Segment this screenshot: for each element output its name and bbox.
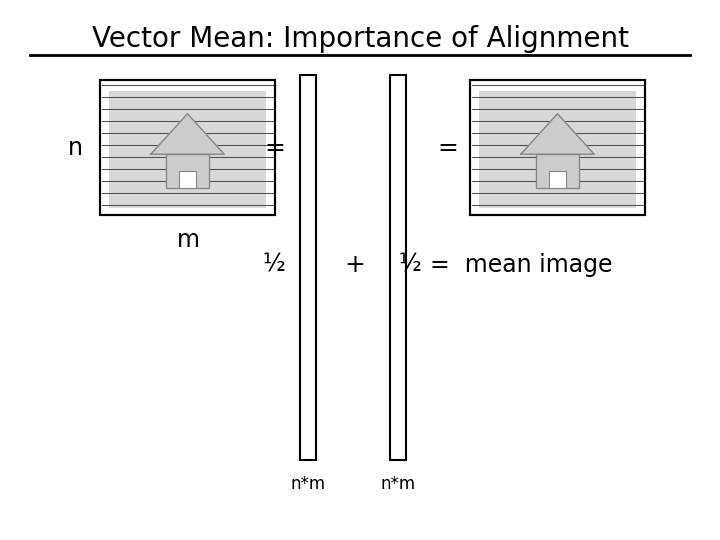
Bar bbox=[479, 91, 636, 208]
Bar bbox=[536, 154, 580, 188]
Text: =: = bbox=[264, 136, 285, 160]
Bar bbox=[100, 80, 275, 215]
Bar bbox=[109, 91, 266, 208]
Bar bbox=[179, 171, 197, 188]
Text: ½: ½ bbox=[262, 253, 285, 277]
Text: n*m: n*m bbox=[380, 475, 415, 493]
Polygon shape bbox=[521, 114, 594, 154]
Text: Vector Mean: Importance of Alignment: Vector Mean: Importance of Alignment bbox=[91, 25, 629, 53]
Bar bbox=[549, 171, 566, 188]
Text: =  mean image: = mean image bbox=[430, 253, 613, 277]
Text: ½: ½ bbox=[398, 253, 421, 277]
Text: n: n bbox=[68, 136, 83, 160]
Text: m: m bbox=[176, 228, 199, 252]
Bar bbox=[470, 80, 645, 215]
Polygon shape bbox=[150, 114, 224, 154]
Bar bbox=[470, 80, 645, 215]
Bar bbox=[100, 80, 275, 215]
Bar bbox=[390, 75, 406, 460]
Bar bbox=[300, 75, 316, 460]
Text: n*m: n*m bbox=[290, 475, 325, 493]
Text: =: = bbox=[438, 136, 459, 160]
Text: +: + bbox=[345, 253, 366, 277]
Bar bbox=[166, 154, 210, 188]
